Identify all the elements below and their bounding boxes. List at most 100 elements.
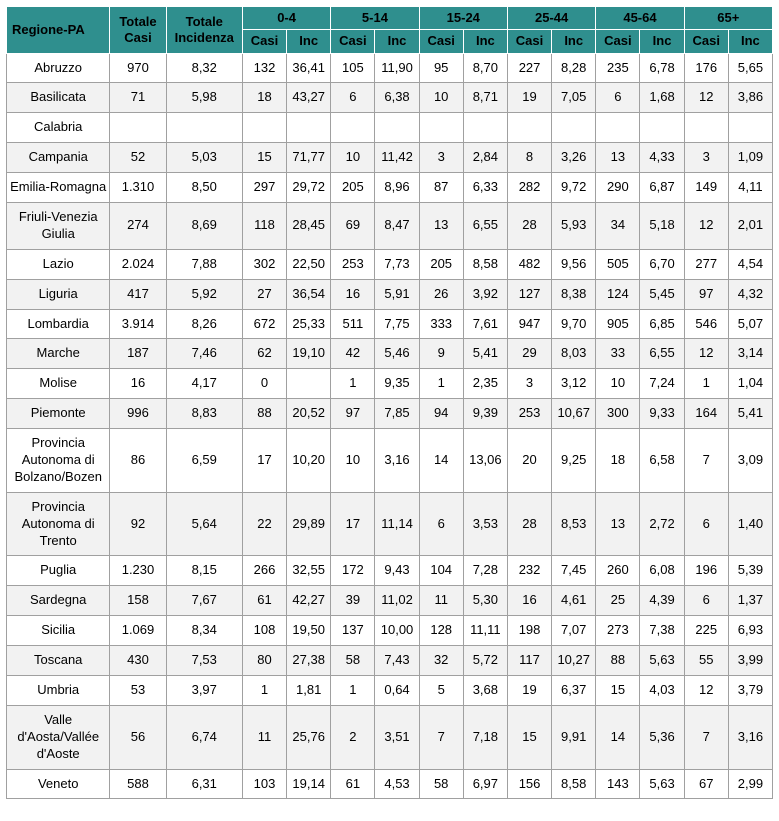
table-cell: 132 — [241, 52, 288, 84]
table-cell: 20,52 — [286, 398, 332, 430]
table-cell — [374, 112, 420, 144]
table-cell: 25,33 — [286, 308, 332, 340]
table-cell: 3,26 — [551, 142, 597, 174]
table-cell: 5,93 — [551, 201, 597, 250]
table-cell: 10,27 — [551, 645, 597, 676]
table-cell: 22 — [241, 491, 288, 557]
table-body: Abruzzo 970 8,32 132 36,41 105 11,90 95 8,70 227 8… — [5, 52, 774, 800]
table-cell: 156 — [506, 768, 553, 800]
table-row: Calabria — [5, 112, 774, 144]
table-cell: 6,97 — [462, 768, 508, 800]
table-cell: 7,46 — [165, 338, 243, 370]
subheader-casi-65plus: Casi — [683, 29, 729, 54]
table-cell: 42 — [330, 338, 376, 370]
table-cell: 19 — [506, 82, 553, 114]
table-cell: 11,90 — [374, 52, 420, 84]
table-cell: 2 — [330, 704, 376, 770]
table-row: Piemonte 996 8,83 88 20,52 97 7,85 94 9,39 253 10,… — [5, 398, 774, 430]
subheader-inc-0-4: Inc — [286, 29, 332, 54]
table-cell: 7,61 — [462, 308, 508, 340]
table-cell: 7,28 — [462, 555, 508, 587]
table-cell: 7,67 — [165, 585, 243, 617]
table-cell: 7,07 — [551, 615, 597, 647]
table-cell: 6,58 — [639, 428, 685, 493]
table-cell: 8,83 — [165, 398, 243, 430]
table-cell: 232 — [506, 555, 553, 587]
table-cell: 36,54 — [286, 278, 332, 310]
table-cell: 1,37 — [727, 585, 774, 617]
table-cell: 7,45 — [551, 555, 597, 587]
table-cell: 94 — [418, 398, 464, 430]
table-cell: 29,89 — [286, 491, 332, 557]
table-cell: 11,42 — [374, 142, 420, 174]
table-cell: 8,34 — [165, 615, 243, 647]
table-row: Lazio 2.024 7,88 302 22,50 253 7,73 205 8,58 482 9… — [5, 248, 774, 280]
table-row: Abruzzo 970 8,32 132 36,41 105 11,90 95 8,70 227 8… — [5, 52, 774, 84]
table-cell: 5,92 — [165, 278, 243, 310]
subheader-casi-0-4: Casi — [241, 29, 288, 54]
table-cell: 25,76 — [286, 704, 332, 770]
table-cell: 5 — [418, 674, 464, 706]
table-cell: 29 — [506, 338, 553, 370]
table-cell: 9 — [418, 338, 464, 370]
table-cell: 7,18 — [462, 704, 508, 770]
table-cell: 32,55 — [286, 555, 332, 587]
table-cell: 28 — [506, 491, 553, 557]
table-cell — [286, 112, 332, 144]
region-cell: Liguria — [5, 278, 111, 310]
table-row: Provincia Autonoma di Bolzano/Bozen 86 6,5… — [5, 428, 774, 493]
region-cell: Lazio — [5, 248, 111, 280]
table-cell: 6,08 — [639, 555, 685, 587]
table-cell: 9,25 — [551, 428, 597, 493]
table-cell: 6 — [683, 585, 729, 617]
table-cell: 16 — [506, 585, 553, 617]
table-cell: 62 — [241, 338, 288, 370]
table-cell: 227 — [506, 52, 553, 84]
subheader-inc-15-24: Inc — [462, 29, 508, 54]
table-cell: 32 — [418, 645, 464, 676]
table-row: Veneto 588 6,31 103 19,14 61 4,53 58 6,97 156 8,58… — [5, 768, 774, 800]
table-cell: 333 — [418, 308, 464, 340]
table-cell: 3,16 — [727, 704, 774, 770]
table-cell: 4,53 — [374, 768, 420, 800]
subheader-inc-45-64: Inc — [639, 29, 685, 54]
table-cell: 71 — [109, 82, 167, 114]
table-row: Sicilia 1.069 8,34 108 19,50 137 10,00 128 11,11… — [5, 615, 774, 647]
table-cell: 3,14 — [727, 338, 774, 370]
table-header-row-subcolumns: Casi Inc Casi Inc Casi Inc Casi Inc Casi… — [7, 29, 774, 54]
table-cell: 10,67 — [551, 398, 597, 430]
table-row: Basilicata 71 5,98 18 43,27 6 6,38 10 8,71 19 7,05… — [5, 82, 774, 114]
region-cell: Friuli-Venezia Giulia — [5, 201, 111, 250]
table-cell — [506, 112, 553, 144]
table-cell: 36,41 — [286, 52, 332, 84]
region-cell: Lombardia — [5, 308, 111, 340]
table-cell — [551, 112, 597, 144]
table-cell: 9,72 — [551, 172, 597, 203]
table-cell: 18 — [241, 82, 288, 114]
table-cell: 1 — [330, 674, 376, 706]
table-cell: 1.310 — [109, 172, 167, 203]
table-cell: 5,63 — [639, 768, 685, 800]
regional-incidence-table: Regione-PA Totale Casi Totale Incidenza … — [5, 5, 774, 800]
region-cell: Veneto — [5, 768, 111, 800]
table-cell: 8,69 — [165, 201, 243, 250]
table-cell: 9,56 — [551, 248, 597, 280]
header-age-25-44: 25-44 — [506, 5, 597, 31]
table-cell: 8,70 — [462, 52, 508, 84]
header-age-45-64: 45-64 — [595, 5, 685, 31]
region-cell: Basilicata — [5, 82, 111, 114]
table-cell: 4,54 — [727, 248, 774, 280]
table-cell: 103 — [241, 768, 288, 800]
table-cell: 6,87 — [639, 172, 685, 203]
subheader-inc-25-44: Inc — [551, 29, 597, 54]
table-cell: 5,41 — [727, 398, 774, 430]
table-cell: 1 — [241, 674, 288, 706]
table-cell: 10 — [330, 428, 376, 493]
table-cell: 13 — [595, 491, 641, 557]
table-cell: 9,91 — [551, 704, 597, 770]
table-header-row-groups: Regione-PA Totale Casi Totale Incidenza … — [5, 5, 774, 54]
table-cell: 6 — [683, 491, 729, 557]
region-cell: Valle d'Aosta/Vallée d'Aoste — [5, 704, 111, 770]
table-cell: 52 — [109, 142, 167, 174]
table-cell: 235 — [595, 52, 641, 84]
